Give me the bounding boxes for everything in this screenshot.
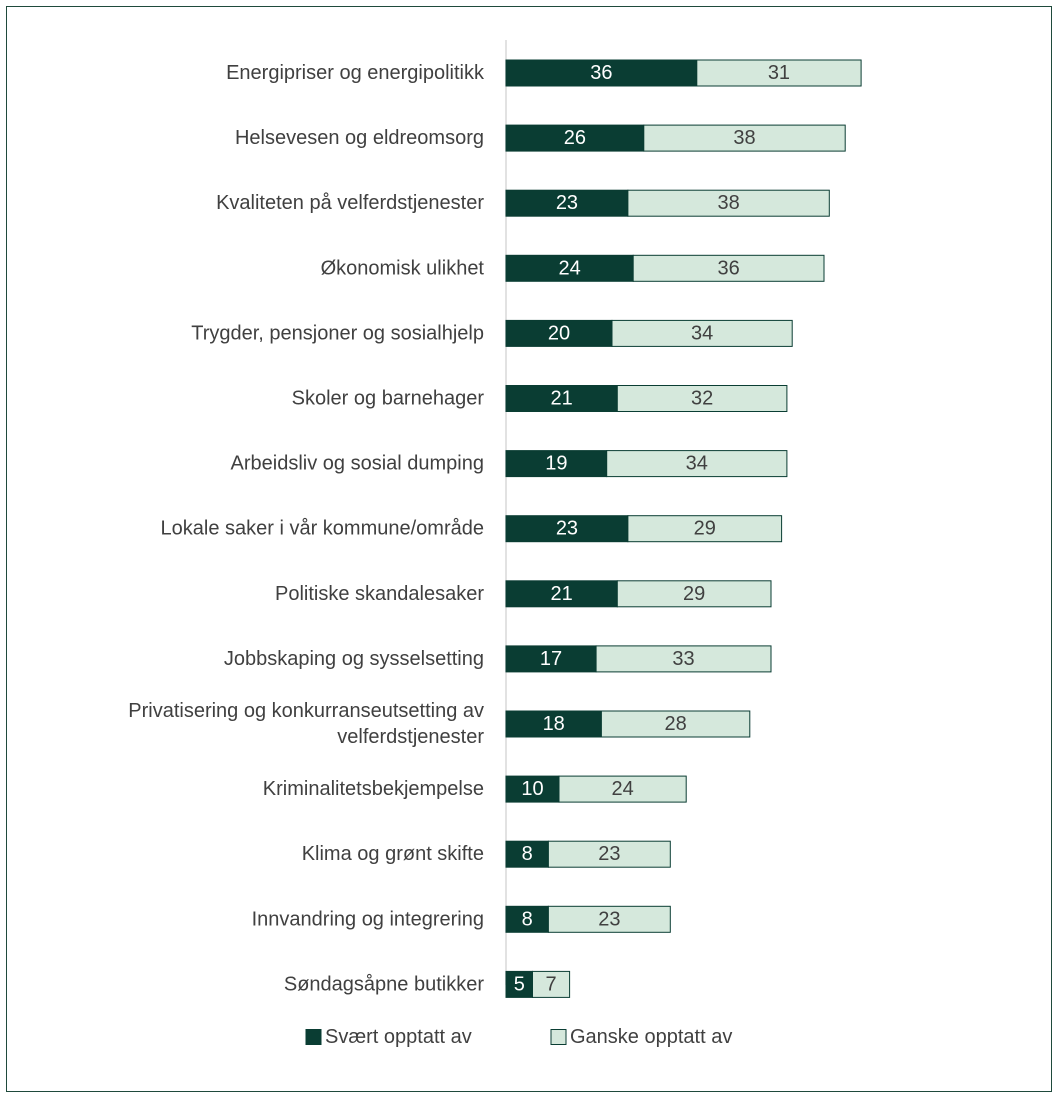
category-label: Kriminalitetsbekjempelse xyxy=(263,778,484,800)
bar-ganske-opptatt xyxy=(532,970,571,998)
data-label-ganske-opptatt: 34 xyxy=(686,453,708,475)
data-label-ganske-opptatt: 36 xyxy=(717,257,739,279)
bar-svaert-opptatt xyxy=(505,189,629,217)
legend-svaert-opptatt-swatch xyxy=(305,1029,322,1045)
data-label-svaert-opptatt: 21 xyxy=(551,583,573,605)
category-label: Arbeidsliv og sosial dumping xyxy=(231,453,484,475)
bar-ganske-opptatt xyxy=(616,580,772,608)
legend-svaert-opptatt-label: Svært opptatt av xyxy=(325,1026,472,1048)
data-label-svaert-opptatt: 23 xyxy=(556,518,578,540)
category-label: Søndagsåpne butikker xyxy=(284,973,484,995)
data-label-ganske-opptatt: 38 xyxy=(717,192,739,214)
category-label: Privatisering og konkurranseutsetting av xyxy=(128,700,484,722)
bar-svaert-opptatt xyxy=(505,59,698,87)
data-label-ganske-opptatt: 33 xyxy=(672,648,694,670)
bar-svaert-opptatt xyxy=(505,905,549,933)
category-label: Trygder, pensjoner og sosialhjelp xyxy=(191,322,484,344)
bar-ganske-opptatt xyxy=(547,840,671,868)
bar-svaert-opptatt xyxy=(505,319,613,347)
category-label: Klima og grønt skifte xyxy=(302,843,484,865)
category-label: Jobbskaping og sysselsetting xyxy=(224,648,484,670)
category-label: velferdstjenester xyxy=(337,726,484,748)
data-label-ganske-opptatt: 23 xyxy=(598,843,620,865)
bar-ganske-opptatt xyxy=(632,254,825,282)
data-label-svaert-opptatt: 17 xyxy=(540,648,562,670)
bar-svaert-opptatt xyxy=(505,840,549,868)
data-label-ganske-opptatt: 34 xyxy=(691,322,713,344)
data-label-svaert-opptatt: 19 xyxy=(545,453,567,475)
bar-ganske-opptatt xyxy=(595,645,772,673)
data-label-svaert-opptatt: 18 xyxy=(543,713,565,735)
category-label: Helsevesen og eldreomsorg xyxy=(235,127,484,149)
category-label: Energipriser og energipolitikk xyxy=(226,62,485,84)
data-label-ganske-opptatt: 31 xyxy=(768,62,790,84)
bar-ganske-opptatt xyxy=(696,59,862,87)
legend-ganske-opptatt-label: Ganske opptatt av xyxy=(570,1026,732,1048)
data-label-ganske-opptatt: 32 xyxy=(691,388,713,410)
data-label-ganske-opptatt: 7 xyxy=(545,973,556,995)
data-label-ganske-opptatt: 29 xyxy=(683,583,705,605)
data-label-ganske-opptatt: 38 xyxy=(733,127,755,149)
bar-ganske-opptatt xyxy=(643,124,846,152)
bar-svaert-opptatt xyxy=(505,645,597,673)
data-label-svaert-opptatt: 5 xyxy=(514,973,525,995)
bar-svaert-opptatt xyxy=(505,580,618,608)
data-label-ganske-opptatt: 29 xyxy=(694,518,716,540)
data-label-svaert-opptatt: 10 xyxy=(521,778,543,800)
data-label-svaert-opptatt: 8 xyxy=(522,843,533,865)
bar-ganske-opptatt xyxy=(600,710,751,738)
category-label: Politiske skandalesaker xyxy=(275,583,484,605)
bar-svaert-opptatt xyxy=(505,775,560,803)
legend-ganske-opptatt-swatch xyxy=(550,1029,567,1045)
data-label-svaert-opptatt: 20 xyxy=(548,322,570,344)
data-label-svaert-opptatt: 24 xyxy=(558,257,580,279)
bar-svaert-opptatt xyxy=(505,970,533,998)
bar-ganske-opptatt xyxy=(616,385,788,412)
category-label: Innvandring og integrering xyxy=(252,908,484,930)
category-label: Økonomisk ulikhet xyxy=(321,257,485,279)
category-label: Lokale saker i vår kommune/område xyxy=(161,518,484,540)
bar-ganske-opptatt xyxy=(627,189,830,217)
category-label: Skoler og barnehager xyxy=(292,388,485,410)
data-label-ganske-opptatt: 28 xyxy=(664,713,686,735)
data-label-svaert-opptatt: 26 xyxy=(564,127,586,149)
data-label-svaert-opptatt: 8 xyxy=(522,908,533,930)
data-label-svaert-opptatt: 36 xyxy=(590,62,612,84)
data-label-svaert-opptatt: 21 xyxy=(551,388,573,410)
bar-ganske-opptatt xyxy=(606,450,788,478)
bar-ganske-opptatt xyxy=(627,515,783,543)
data-label-svaert-opptatt: 23 xyxy=(556,192,578,214)
data-label-ganske-opptatt: 23 xyxy=(598,908,620,930)
bar-svaert-opptatt xyxy=(505,515,629,543)
bar-ganske-opptatt xyxy=(547,905,671,933)
bar-svaert-opptatt xyxy=(505,450,608,478)
category-label: Kvaliteten på velferdstjenester xyxy=(216,192,484,214)
bar-ganske-opptatt xyxy=(611,319,793,347)
data-label-ganske-opptatt: 24 xyxy=(611,778,633,800)
bar-ganske-opptatt xyxy=(558,775,687,803)
